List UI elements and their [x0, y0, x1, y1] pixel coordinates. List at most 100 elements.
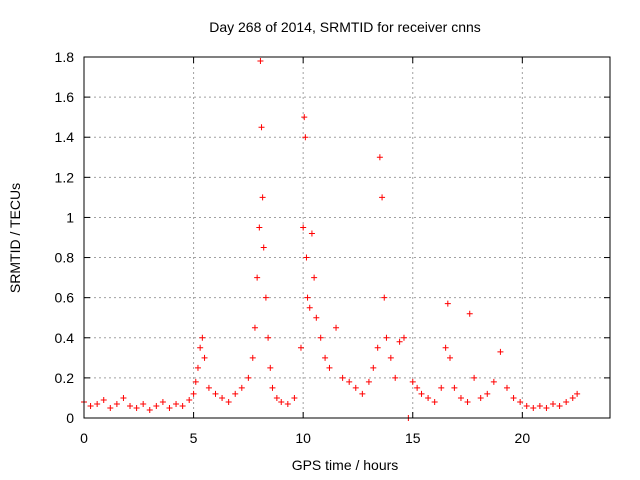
- data-point: [308, 230, 315, 237]
- data-point: [159, 398, 166, 405]
- data-point: [301, 114, 308, 121]
- data-point: [201, 354, 208, 361]
- data-point: [339, 374, 346, 381]
- data-point: [254, 274, 261, 281]
- data-point: [457, 394, 464, 401]
- data-point: [300, 224, 307, 231]
- x-tick-label: 0: [80, 430, 88, 446]
- data-point: [376, 154, 383, 161]
- data-point: [278, 398, 285, 405]
- y-axis-title: SRMTID / TECUs: [7, 183, 23, 293]
- data-point: [257, 58, 264, 65]
- data-point: [414, 384, 421, 391]
- data-point: [199, 334, 206, 341]
- data-point: [574, 390, 581, 397]
- data-point: [418, 390, 425, 397]
- data-point: [232, 390, 239, 397]
- data-point: [374, 344, 381, 351]
- data-point: [530, 404, 537, 411]
- data-point: [166, 404, 173, 411]
- data-point: [245, 374, 252, 381]
- x-tick-label: 10: [295, 430, 311, 446]
- data-point: [262, 294, 269, 301]
- data-point: [205, 384, 212, 391]
- data-point: [153, 402, 160, 409]
- data-point: [431, 398, 438, 405]
- data-point: [466, 310, 473, 317]
- data-point: [550, 400, 557, 407]
- x-axis-title: GPS time / hours: [292, 457, 399, 473]
- data-point: [543, 404, 550, 411]
- data-point: [194, 364, 201, 371]
- y-tick-label: 0: [66, 410, 74, 426]
- label-layer: 0 0.2 0.4 0.6 0.8 1 1.2 1.4 1.6 1.8 0 5 10 15 20: [55, 49, 531, 446]
- data-point: [269, 384, 276, 391]
- data-point: [392, 374, 399, 381]
- data-point: [256, 224, 263, 231]
- data-point: [396, 338, 403, 345]
- data-point: [146, 406, 153, 413]
- data-point: [425, 394, 432, 401]
- data-point: [517, 398, 524, 405]
- data-point: [267, 364, 274, 371]
- data-point: [219, 394, 226, 401]
- data-point: [444, 300, 451, 307]
- data-point: [260, 244, 267, 251]
- data-point: [311, 274, 318, 281]
- data-point: [249, 354, 256, 361]
- x-tick-label: 5: [190, 430, 198, 446]
- data-point: [212, 390, 219, 397]
- data-point: [400, 334, 407, 341]
- data-point: [326, 364, 333, 371]
- data-point: [438, 384, 445, 391]
- data-point: [471, 374, 478, 381]
- y-tick-label: 1.8: [55, 49, 75, 65]
- x-tick-label: 20: [515, 430, 531, 446]
- data-point: [313, 314, 320, 321]
- data-point: [322, 354, 329, 361]
- plot-border: [83, 56, 611, 419]
- data-point: [490, 378, 497, 385]
- data-point: [192, 378, 199, 385]
- data-point: [284, 400, 291, 407]
- data-point: [107, 404, 114, 411]
- data-point: [304, 294, 311, 301]
- data-point: [464, 398, 471, 405]
- data-point: [87, 402, 94, 409]
- data-point: [346, 378, 353, 385]
- data-point: [302, 134, 309, 141]
- chart-title: Day 268 of 2014, SRMTID for receiver cnn…: [209, 19, 481, 35]
- data-point: [510, 394, 517, 401]
- data-point: [100, 396, 107, 403]
- data-point: [370, 364, 377, 371]
- data-point: [387, 354, 394, 361]
- data-point: [523, 402, 530, 409]
- data-point: [173, 400, 180, 407]
- data-point: [317, 334, 324, 341]
- data-point: [265, 334, 272, 341]
- x-tick-label: 15: [405, 430, 421, 446]
- data-point: [383, 334, 390, 341]
- data-point: [258, 124, 265, 131]
- y-tick-label: 0.6: [55, 290, 75, 306]
- data-point: [225, 398, 232, 405]
- data-point: [447, 354, 454, 361]
- data-point: [442, 344, 449, 351]
- data-point: [273, 394, 280, 401]
- data-point: [477, 394, 484, 401]
- data-point: [259, 194, 266, 201]
- data-point: [352, 384, 359, 391]
- axis-layer: [83, 56, 611, 419]
- data-point: [451, 384, 458, 391]
- data-point: [536, 402, 543, 409]
- data-point: [113, 400, 120, 407]
- data-point: [94, 400, 101, 407]
- data-point: [333, 324, 340, 331]
- data-point: [251, 324, 258, 331]
- data-point: [359, 390, 366, 397]
- data-point: [190, 390, 197, 397]
- data-point: [379, 194, 386, 201]
- data-point: [409, 378, 416, 385]
- y-tick-label: 0.2: [55, 370, 75, 386]
